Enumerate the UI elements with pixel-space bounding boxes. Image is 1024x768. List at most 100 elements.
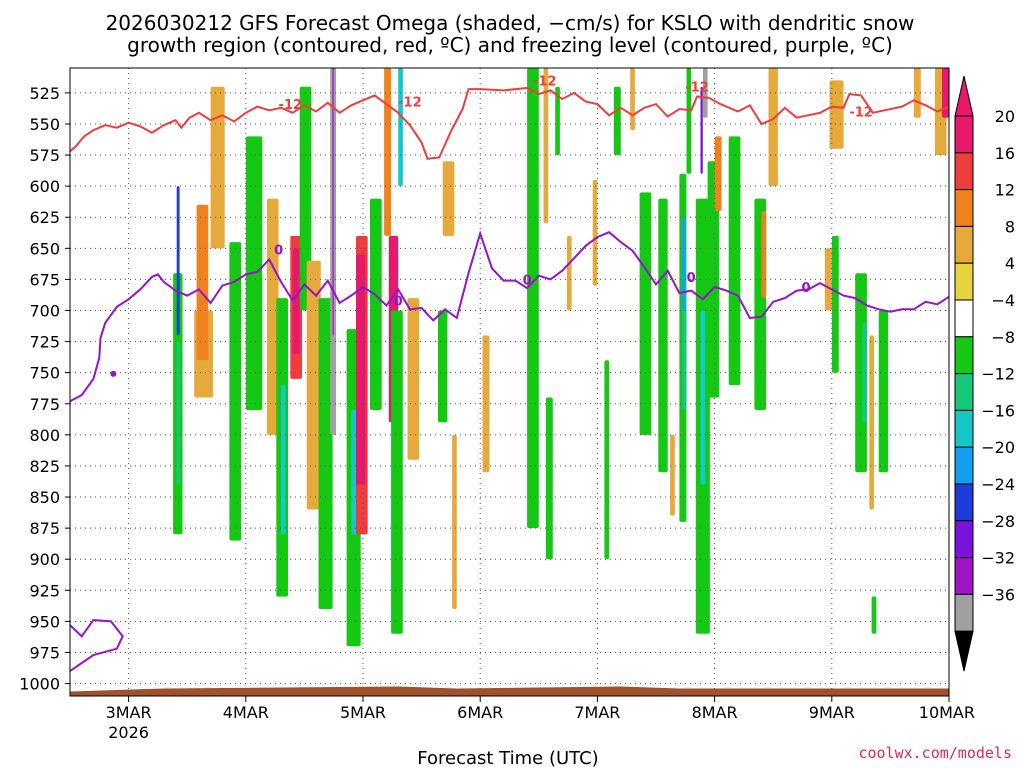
x-tick-label: 10MAR	[919, 703, 975, 722]
y-tick-label: 775	[29, 395, 60, 414]
colorbar-segment	[954, 115, 974, 154]
dgz-contour-label: -12	[398, 96, 422, 111]
colorbar-segment	[954, 446, 974, 485]
colorbar-segment	[954, 225, 974, 264]
omega-cell	[370, 198, 382, 410]
colorbar-label: 16	[995, 144, 1015, 163]
freezing-level-line	[69, 230, 950, 403]
plot-area: -12 -12 -12 -12 -12 0 0 0 0 0	[69, 67, 950, 697]
colorbar-label: −4	[991, 291, 1015, 310]
x-tick-label: 3MAR	[106, 703, 152, 722]
freezing-level-point	[110, 370, 117, 377]
y-tick-label: 625	[29, 208, 60, 227]
dgz-contour: -12 -12 -12 -12 -12	[69, 74, 950, 160]
colorbar-segment	[954, 299, 974, 338]
colorbar-label: −8	[991, 328, 1015, 347]
colorbar-segment	[954, 483, 974, 522]
freezing-level-label: 0	[687, 271, 696, 286]
omega-cell	[869, 335, 874, 510]
omega-cell	[681, 217, 686, 311]
y-tick-label: 725	[29, 333, 60, 352]
dgz-contour-label: -12	[685, 81, 709, 96]
chart-title-line-2: growth region (contoured, red, ºC) and f…	[127, 33, 893, 57]
omega-cell	[299, 86, 312, 311]
omega-cell	[686, 68, 692, 174]
x-tick-label: 9MAR	[809, 703, 855, 722]
y-tick-label: 925	[29, 581, 60, 600]
omega-cell	[862, 322, 867, 423]
freezing-level-line-low	[69, 619, 124, 672]
y-tick-label: 750	[29, 364, 60, 383]
omega-cell	[527, 68, 539, 529]
omega-cell	[670, 434, 675, 516]
colorbar-top-arrow	[954, 75, 974, 117]
colorbar-label: −32	[981, 549, 1015, 568]
colorbar-segment	[954, 189, 974, 227]
colorbar-label: −16	[981, 401, 1015, 420]
x-tick-label: 8MAR	[692, 703, 738, 722]
omega-cell	[761, 211, 767, 298]
omega-cell	[824, 248, 832, 311]
omega-cell	[543, 68, 549, 224]
dgz-contour-label: -12	[279, 98, 303, 113]
plot-frame	[69, 67, 950, 697]
omega-cell	[566, 235, 572, 311]
x-tick-label: 4MAR	[223, 703, 269, 722]
omega-cell	[913, 68, 921, 118]
chart-title-line-1: 2026030212 GFS Forecast Omega (shaded, −…	[106, 11, 915, 35]
omega-cell	[545, 397, 553, 560]
y-tick-label: 675	[29, 270, 60, 289]
colorbar-segment	[954, 557, 974, 595]
freezing-level-contour: 0 0 0 0 0	[69, 230, 950, 672]
colorbar-label: −20	[981, 438, 1015, 457]
y-tick-label: 525	[29, 84, 60, 103]
omega-cell	[604, 360, 610, 560]
x-axis-label: Forecast Time (UTC)	[417, 748, 598, 768]
x-tick-sublabel: 2026	[108, 723, 149, 742]
colorbar-label: −28	[981, 512, 1015, 531]
colorbar-label: −36	[981, 585, 1015, 604]
omega-cell	[700, 86, 703, 174]
omega-cell	[639, 192, 652, 435]
y-tick-label: 650	[29, 239, 60, 258]
omega-cell	[292, 248, 300, 354]
y-tick-label: 975	[29, 644, 60, 663]
colorbar-segment	[954, 336, 974, 375]
omega-cell	[398, 68, 403, 187]
omega-cell	[438, 310, 448, 423]
y-tick-label: 875	[29, 519, 60, 538]
colorbar-segment	[954, 152, 974, 191]
colorbar-label: 12	[995, 181, 1015, 200]
omega-cell	[452, 434, 457, 609]
colorbar-segment	[954, 409, 974, 448]
y-tick-label: 700	[29, 302, 60, 321]
y-tick-label: 550	[29, 115, 60, 134]
dgz-contour-line	[69, 86, 950, 160]
omega-cell	[555, 86, 560, 156]
x-tick-label: 7MAR	[574, 703, 620, 722]
dgz-contour-label: -12	[849, 106, 873, 121]
y-tick-label: 1000	[19, 675, 60, 694]
omega-cell	[391, 310, 403, 634]
colorbar-segment	[954, 373, 974, 411]
omega-cell	[332, 68, 334, 336]
omega-cell	[878, 310, 889, 473]
y-tick-label: 850	[29, 488, 60, 507]
pressure-axis: 525 550 575 600 625 650 675 700 725 750 775 800 825 8…	[19, 84, 70, 694]
colorbar-label: −24	[981, 475, 1015, 494]
freezing-level-label: 0	[274, 244, 283, 259]
y-tick-label: 600	[29, 177, 60, 196]
omega-cell	[829, 80, 844, 149]
chart-title: 2026030212 GFS Forecast Omega (shaded, −…	[106, 11, 915, 57]
omega-cell	[728, 136, 741, 386]
credit-text: coolwx.com/models	[858, 744, 1012, 762]
omega-cell	[306, 260, 321, 510]
colorbar-segment	[954, 593, 974, 632]
omega-cell	[266, 198, 279, 435]
omega-cell	[768, 68, 778, 187]
colorbar-segment	[954, 520, 974, 559]
colorbar-segment	[954, 262, 974, 301]
colorbar-label: 4	[1005, 254, 1015, 273]
